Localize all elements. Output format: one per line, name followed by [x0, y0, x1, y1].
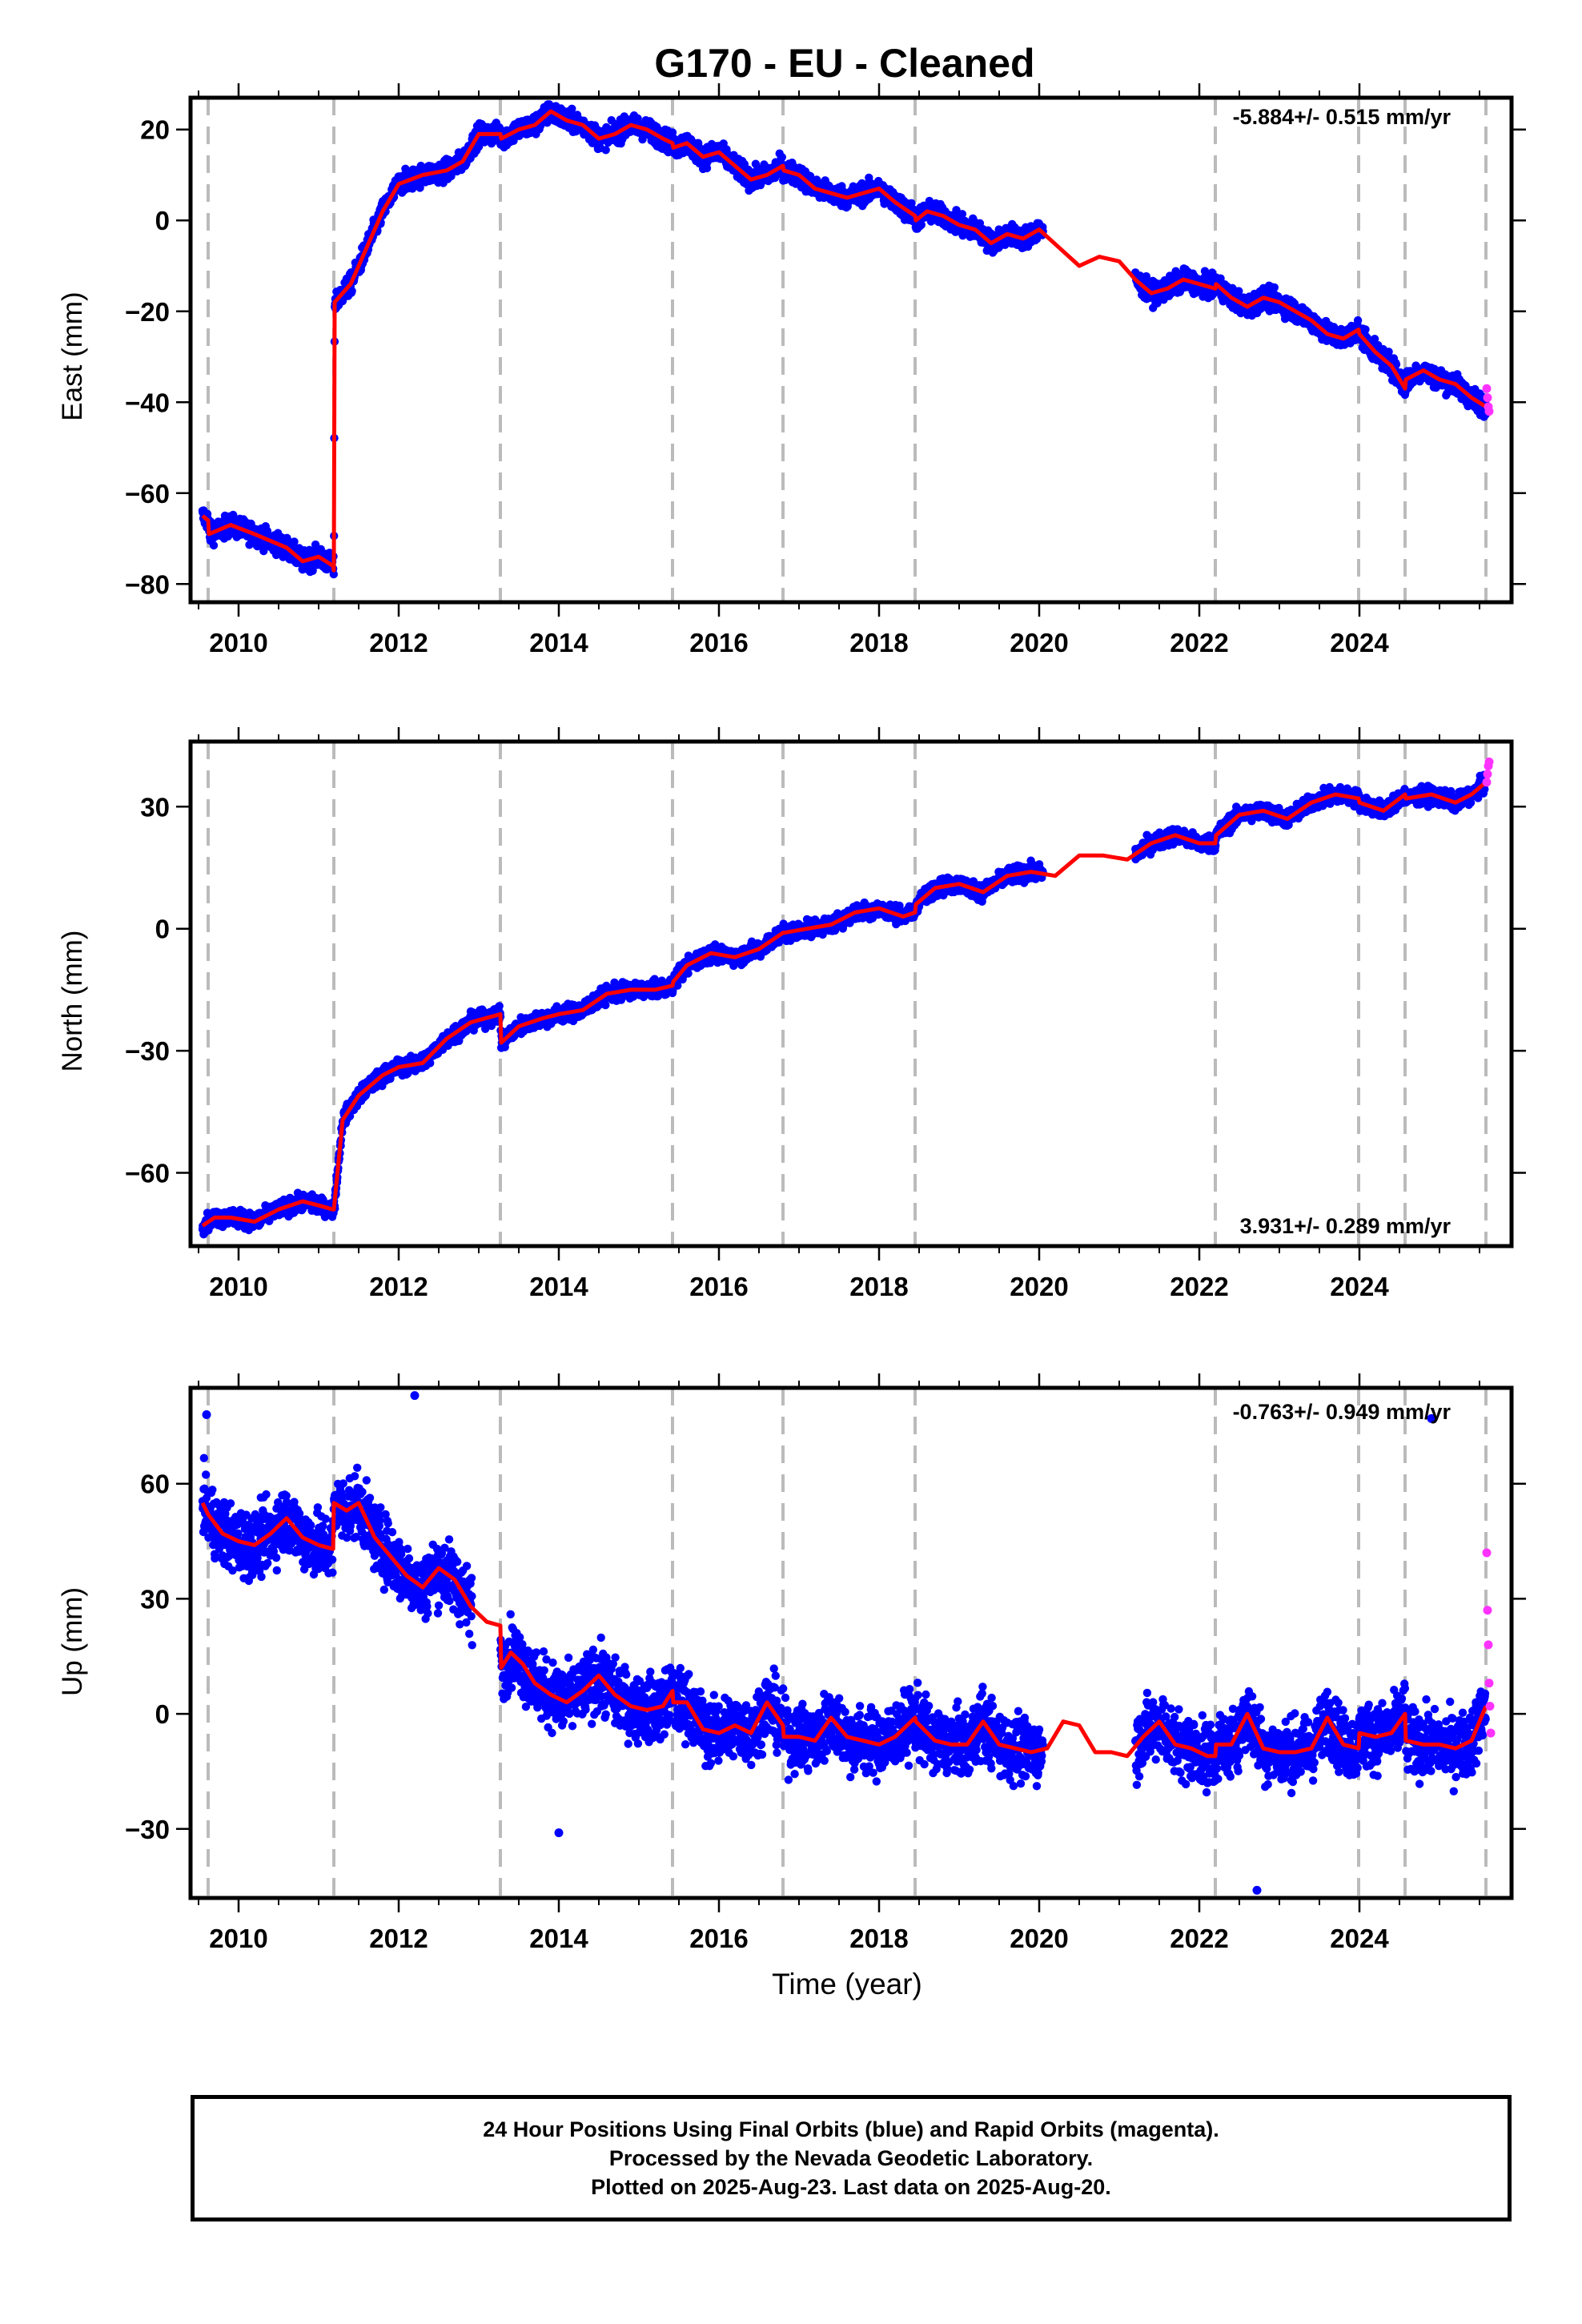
east-data-point	[1353, 316, 1363, 325]
north-y-tick-label: 30	[140, 792, 170, 822]
north-x-tick-label: 2020	[1010, 1272, 1068, 1301]
east-data-point	[1361, 325, 1370, 334]
east-data-point	[777, 153, 786, 162]
east-data-point	[209, 541, 219, 550]
east-data-point	[1270, 283, 1279, 292]
east-x-tick-label: 2012	[369, 628, 428, 657]
east-rate-label: -5.884+/- 0.515 mm/yr	[1233, 105, 1452, 129]
east-y-axis-label: East (mm)	[57, 292, 88, 420]
east-data-point	[702, 163, 712, 173]
north-x-tick-label: 2022	[1170, 1272, 1228, 1301]
east-axes-frame	[188, 95, 1514, 605]
east-x-tick-label: 2016	[689, 628, 748, 657]
east-y-tick-label: −80	[125, 569, 170, 599]
east-data-point	[329, 569, 338, 579]
east-rapid-orbit-point	[1484, 407, 1494, 416]
chart-title: G170 - EU - Cleaned	[654, 41, 1034, 86]
east-data-point	[1153, 299, 1162, 308]
east-data-point	[1370, 335, 1379, 344]
east-data-point	[1191, 288, 1200, 297]
east-data-point	[568, 104, 576, 113]
east-data-point	[1391, 360, 1401, 369]
north-x-tick-label: 2024	[1330, 1272, 1389, 1301]
east-data-point	[917, 220, 926, 229]
east-data-point	[958, 210, 967, 219]
north-x-tick-label: 2012	[369, 1272, 428, 1301]
east-data-point	[1384, 348, 1393, 356]
east-data-point	[290, 537, 299, 546]
east-y-tick-label: 0	[155, 206, 170, 235]
east-x-tick-label: 2022	[1170, 628, 1228, 657]
east-data-point	[601, 146, 610, 155]
east-y-tick-label: 20	[140, 115, 170, 145]
east-data-point	[1235, 287, 1243, 296]
north-plot-area	[198, 742, 1494, 1246]
east-data-point	[907, 199, 916, 207]
east-data-point	[806, 171, 815, 181]
north-final-orbit-points	[198, 770, 1490, 1239]
east-y-tick-label: −60	[125, 479, 170, 509]
east-x-tick-label: 2010	[209, 628, 267, 657]
east-data-point	[668, 128, 677, 137]
east-data-point	[347, 287, 356, 296]
east-y-tick-label: −20	[125, 297, 170, 327]
east-x-tick-label: 2024	[1330, 628, 1389, 657]
east-x-tick-label: 2018	[849, 628, 908, 657]
north-y-tick-label: 0	[155, 915, 170, 944]
east-y-tick-label: −40	[125, 388, 170, 417]
north-y-tick-label: −60	[125, 1159, 170, 1188]
east-x-tick-label: 2014	[529, 628, 588, 657]
north-x-tick-label: 2018	[849, 1272, 908, 1301]
east-panel: 2010 2012 2014 2016 2018 2020 2022 2024 20 0 −20 −4…	[125, 83, 1526, 657]
north-x-tick-label: 2016	[689, 1272, 748, 1301]
east-final-orbit-points	[198, 100, 1490, 579]
east-plot-area	[198, 98, 1494, 602]
north-x-tick-label: 2010	[209, 1272, 267, 1301]
north-x-tick-label: 2014	[529, 1272, 588, 1301]
east-rapid-orbit-point	[1483, 393, 1492, 403]
east-model-line	[201, 109, 1488, 573]
north-y-tick-label: −30	[125, 1036, 170, 1066]
north-panel: 2010 2012 2014 2016 2018 2020 2022 2024 30 0 −30 −6…	[125, 727, 1526, 1301]
east-rapid-orbit-point	[1482, 384, 1492, 393]
east-data-point	[952, 206, 961, 215]
east-x-tick-label: 2020	[1010, 628, 1068, 657]
